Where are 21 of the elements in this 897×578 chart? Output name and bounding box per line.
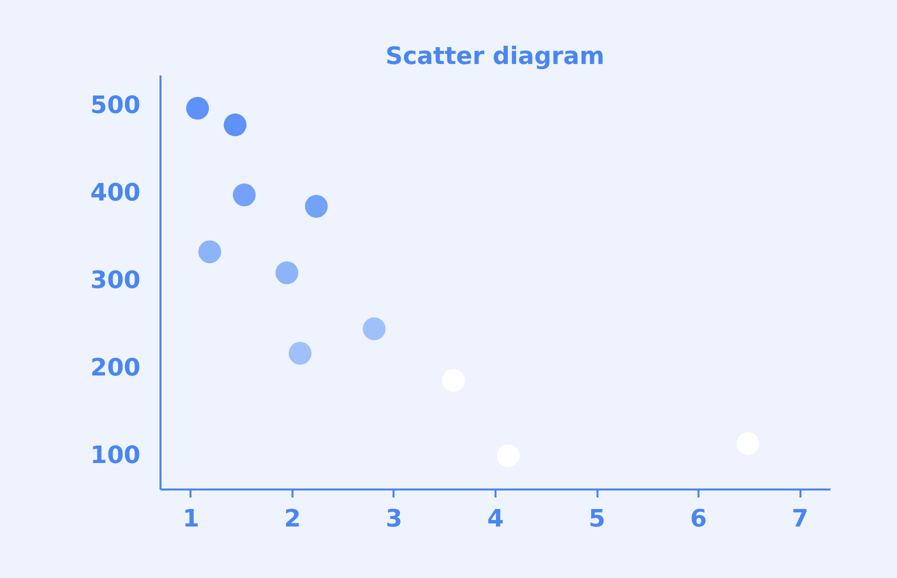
y-tick-label: 300 — [90, 266, 140, 294]
chart-title: Scatter diagram — [386, 42, 604, 70]
y-tick-label: 100 — [90, 441, 140, 470]
x-tick-label: 2 — [284, 504, 301, 532]
x-tick-label: 5 — [588, 504, 606, 532]
point — [224, 114, 247, 136]
x-tick-label: 7 — [792, 504, 808, 532]
point — [198, 240, 222, 264]
y-tick-label: 200 — [90, 354, 140, 382]
x-tick-label: 3 — [386, 504, 402, 532]
point — [186, 96, 209, 120]
point — [288, 342, 312, 365]
point — [362, 317, 386, 340]
point — [232, 184, 256, 206]
x-tick-label: 4 — [487, 504, 504, 532]
point — [304, 194, 328, 218]
x-tick-label: 1 — [182, 504, 200, 532]
y-tick-label: 500 — [90, 91, 140, 120]
x-tick-label: 6 — [690, 504, 707, 532]
point — [275, 261, 298, 284]
y-tick-label: 400 — [90, 178, 140, 207]
